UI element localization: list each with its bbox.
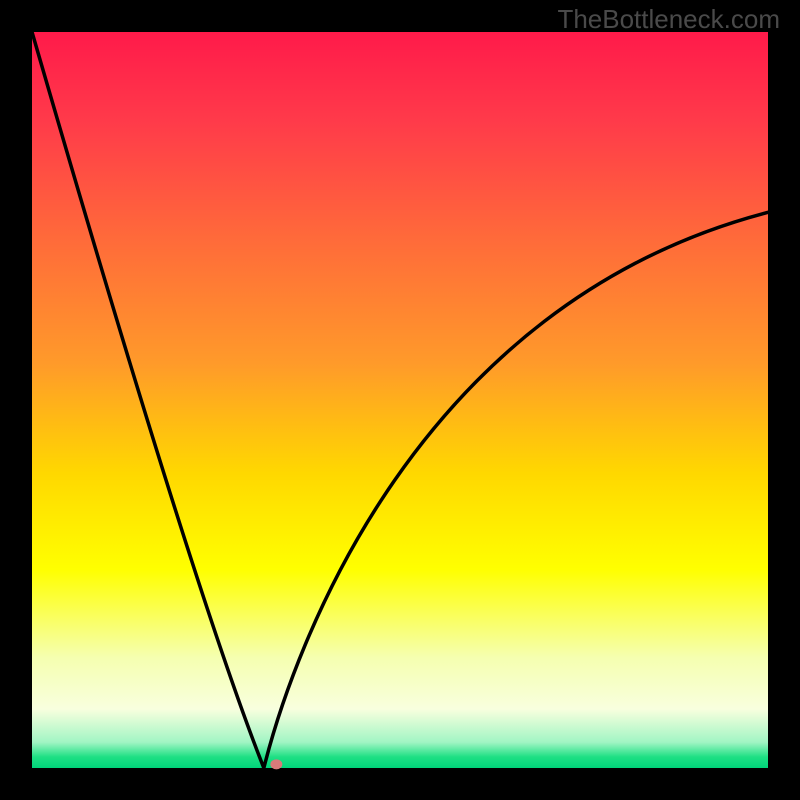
plot-area [32,32,768,768]
chart-frame: TheBottleneck.com [0,0,800,800]
watermark-text: TheBottleneck.com [557,4,780,35]
